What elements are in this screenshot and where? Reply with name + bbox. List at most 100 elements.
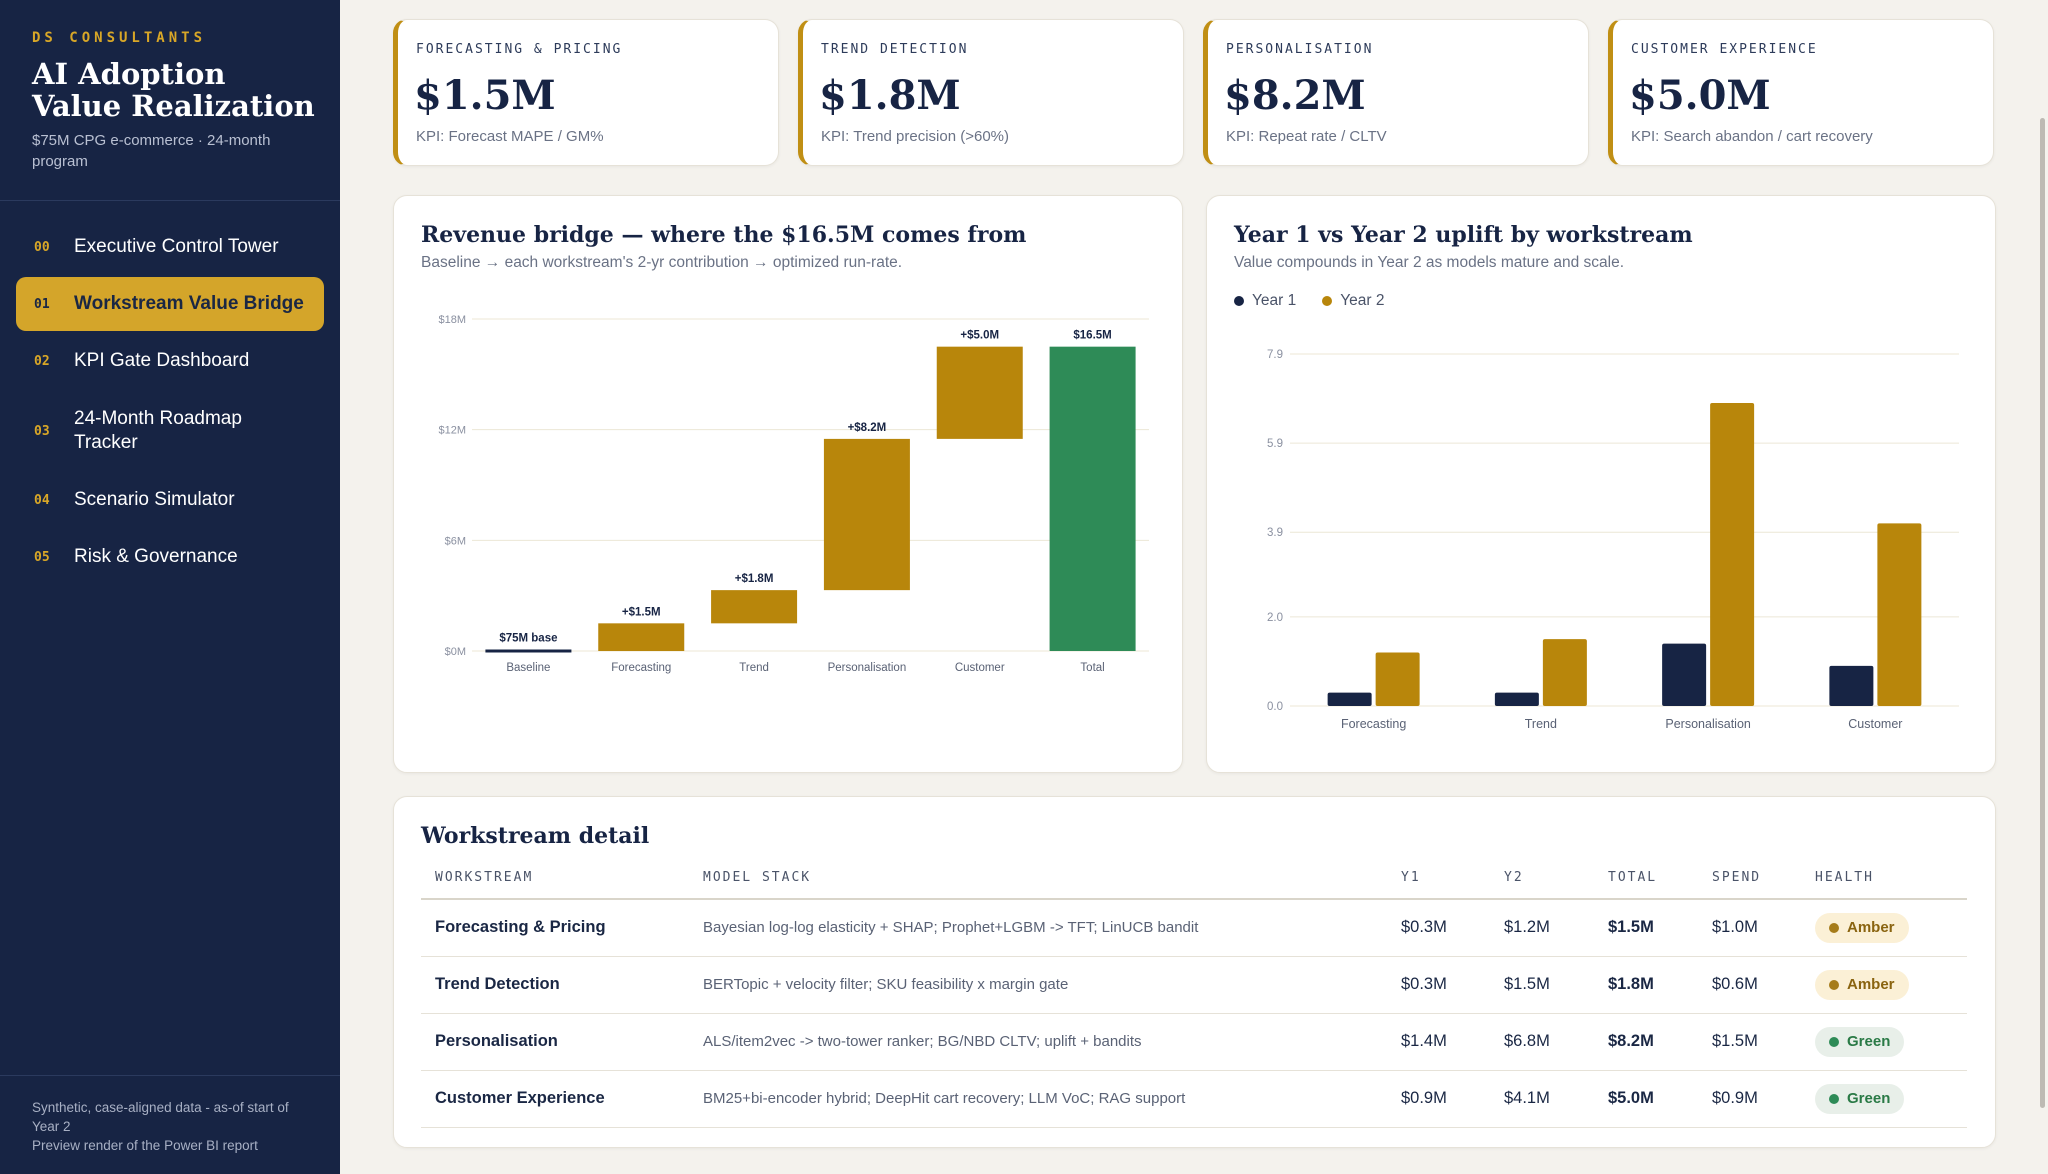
brand-kicker: DS CONSULTANTS bbox=[32, 30, 207, 46]
column-header: MODEL STACK bbox=[689, 857, 1387, 900]
nav-number: 03 bbox=[34, 423, 50, 439]
sidebar-item-kpi-gate-dashboard[interactable]: 02 KPI Gate Dashboard bbox=[16, 334, 324, 388]
app-subtitle: $75M CPG e-commerce · 24-month program bbox=[32, 132, 271, 170]
y-tick-label: 0.0 bbox=[1267, 701, 1283, 713]
workstream-detail-panel: Workstream detail WORKSTREAM MODEL STACK… bbox=[393, 796, 1996, 1148]
bar-year-2 bbox=[1877, 523, 1922, 706]
status-dot bbox=[1829, 979, 1839, 990]
table-header-row: WORKSTREAM MODEL STACK Y1 Y2 TOTAL SPEND… bbox=[421, 857, 1967, 900]
bar-year-2 bbox=[1542, 639, 1587, 706]
status-dot bbox=[1829, 1036, 1839, 1047]
cell-model-stack: BM25+bi-encoder hybrid; DeepHit cart rec… bbox=[689, 1070, 1387, 1128]
kpi-label: CUSTOMER EXPERIENCE bbox=[1631, 42, 1818, 57]
waterfall-bar-baseline bbox=[485, 649, 572, 653]
waterfall-bar-step bbox=[823, 438, 910, 591]
cell-y2: $4.1M bbox=[1490, 1070, 1594, 1128]
x-tick-label: Forecasting bbox=[1341, 717, 1406, 731]
cell-y2: $1.2M bbox=[1490, 899, 1594, 957]
sidebar-footer-divider bbox=[0, 1075, 340, 1076]
legend-item-year1: Year 1 bbox=[1234, 292, 1296, 310]
kpi-subtext: KPI: Search abandon / cart recovery bbox=[1631, 128, 1873, 145]
revenue-bridge-chart: $0M $6M $12M $18M Baseline $75M base Forecasti… bbox=[438, 314, 1149, 674]
table-row[interactable]: Trend Detection BERTopic + velocity filt… bbox=[421, 956, 1967, 1014]
nav-label: Workstream Value Bridge bbox=[74, 293, 304, 314]
sidebar-item-risk-governance[interactable]: 05 Risk & Governance bbox=[16, 530, 324, 584]
x-tick-label: Personalisation bbox=[1665, 717, 1751, 731]
cell-y1: $0.3M bbox=[1387, 899, 1490, 957]
page-scrollbar[interactable] bbox=[2040, 118, 2045, 1108]
kpi-card-customer-experience[interactable]: CUSTOMER EXPERIENCE $5.0M KPI: Search ab… bbox=[1608, 19, 1994, 166]
cell-total: $8.2M bbox=[1594, 1013, 1698, 1071]
bar-year-2 bbox=[1375, 652, 1420, 706]
kpi-subtext: KPI: Trend precision (>60%) bbox=[821, 128, 1010, 145]
health-label: Green bbox=[1847, 1090, 1891, 1107]
cell-y1: $0.3M bbox=[1387, 956, 1490, 1014]
legend-label: Year 1 bbox=[1252, 292, 1297, 309]
bar-year-2 bbox=[1710, 403, 1755, 706]
cell-y2: $6.8M bbox=[1490, 1013, 1594, 1071]
sidebar-item-scenario-simulator[interactable]: 04 Scenario Simulator bbox=[16, 473, 324, 527]
column-header: SPEND bbox=[1698, 857, 1801, 900]
kpi-card-personalisation[interactable]: PERSONALISATION $8.2M KPI: Repeat rate /… bbox=[1203, 19, 1589, 166]
panel-title: Year 1 vs Year 2 uplift by workstream bbox=[1234, 222, 1693, 248]
status-dot bbox=[1829, 922, 1839, 933]
nav-label: KPI Gate Dashboard bbox=[74, 350, 250, 371]
health-label: Amber bbox=[1847, 976, 1895, 993]
kpi-card-forecasting[interactable]: FORECASTING & PRICING $1.5M KPI: Forecas… bbox=[393, 19, 779, 166]
health-badge: Amber bbox=[1815, 969, 1909, 1000]
cell-workstream: Personalisation bbox=[421, 1013, 689, 1071]
x-tick-label: Trend bbox=[1525, 717, 1557, 731]
health-label: Green bbox=[1847, 1033, 1891, 1050]
panel-subtitle: Baseline → each workstream's 2-yr contri… bbox=[421, 254, 903, 271]
waterfall-bar-total bbox=[1049, 346, 1136, 651]
health-badge: Green bbox=[1815, 1083, 1905, 1114]
y-tick-label: 2.0 bbox=[1267, 612, 1283, 624]
cell-health: Green bbox=[1801, 1013, 1967, 1071]
sidebar-item-executive-control-tower[interactable]: 00 Executive Control Tower bbox=[16, 220, 324, 274]
cell-workstream: Trend Detection bbox=[421, 956, 689, 1014]
cell-total: $1.5M bbox=[1594, 899, 1698, 957]
kpi-card-trend[interactable]: TREND DETECTION $1.8M KPI: Trend precisi… bbox=[798, 19, 1184, 166]
cell-spend: $1.5M bbox=[1698, 1013, 1801, 1071]
sidebar-footer: Synthetic, case-aligned data - as-of sta… bbox=[32, 1098, 312, 1155]
nav-number: 01 bbox=[34, 296, 50, 312]
waterfall-bar-step bbox=[936, 346, 1023, 439]
y-tick-label: $18M bbox=[438, 314, 466, 326]
cell-y1: $1.4M bbox=[1387, 1013, 1490, 1071]
sidebar-item-workstream-value-bridge[interactable]: 01 Workstream Value Bridge bbox=[16, 277, 324, 331]
nav-number: 05 bbox=[34, 549, 50, 565]
data-label: +$5.0M bbox=[960, 330, 999, 342]
footer-note: Synthetic, case-aligned data - as-of sta… bbox=[32, 1100, 289, 1134]
column-header: Y1 bbox=[1387, 857, 1490, 900]
footer-preview-note: Preview render of the Power BI report bbox=[32, 1138, 258, 1153]
health-badge: Amber bbox=[1815, 912, 1909, 943]
nav-label: 24-Month Roadmap Tracker bbox=[74, 408, 242, 453]
data-label: +$1.5M bbox=[622, 606, 661, 618]
sidebar-divider bbox=[0, 200, 340, 201]
cell-total: $5.0M bbox=[1594, 1070, 1698, 1128]
cell-spend: $0.9M bbox=[1698, 1070, 1801, 1128]
nav-number: 00 bbox=[34, 239, 50, 255]
legend-dot bbox=[1234, 296, 1244, 306]
bar-year-1 bbox=[1327, 692, 1372, 706]
cell-total: $1.8M bbox=[1594, 956, 1698, 1014]
cell-model-stack: ALS/item2vec -> two-tower ranker; BG/NBD… bbox=[689, 1013, 1387, 1071]
kpi-value: $1.5M bbox=[414, 72, 556, 119]
cell-health: Amber bbox=[1801, 956, 1967, 1014]
kpi-value: $5.0M bbox=[1629, 72, 1771, 119]
nav-label: Risk & Governance bbox=[74, 546, 238, 567]
y-tick-label: 7.9 bbox=[1267, 349, 1283, 361]
kpi-subtext: KPI: Repeat rate / CLTV bbox=[1226, 128, 1387, 145]
table-row[interactable]: Personalisation ALS/item2vec -> two-towe… bbox=[421, 1013, 1967, 1071]
table-row[interactable]: Forecasting & Pricing Bayesian log-log e… bbox=[421, 899, 1967, 957]
bar-year-1 bbox=[1494, 692, 1539, 706]
legend-dot bbox=[1322, 296, 1333, 306]
workstream-table: WORKSTREAM MODEL STACK Y1 Y2 TOTAL SPEND… bbox=[421, 857, 1967, 1128]
x-tick-label: Baseline bbox=[506, 662, 550, 674]
table-row[interactable]: Customer Experience BM25+bi-encoder hybr… bbox=[421, 1070, 1967, 1128]
column-header: TOTAL bbox=[1594, 857, 1698, 900]
waterfall-bar-step bbox=[711, 590, 798, 624]
sidebar-item-roadmap-tracker[interactable]: 03 24-Month Roadmap Tracker bbox=[16, 400, 324, 462]
y-tick-label: $0M bbox=[445, 646, 466, 658]
cell-health: Green bbox=[1801, 1070, 1967, 1128]
